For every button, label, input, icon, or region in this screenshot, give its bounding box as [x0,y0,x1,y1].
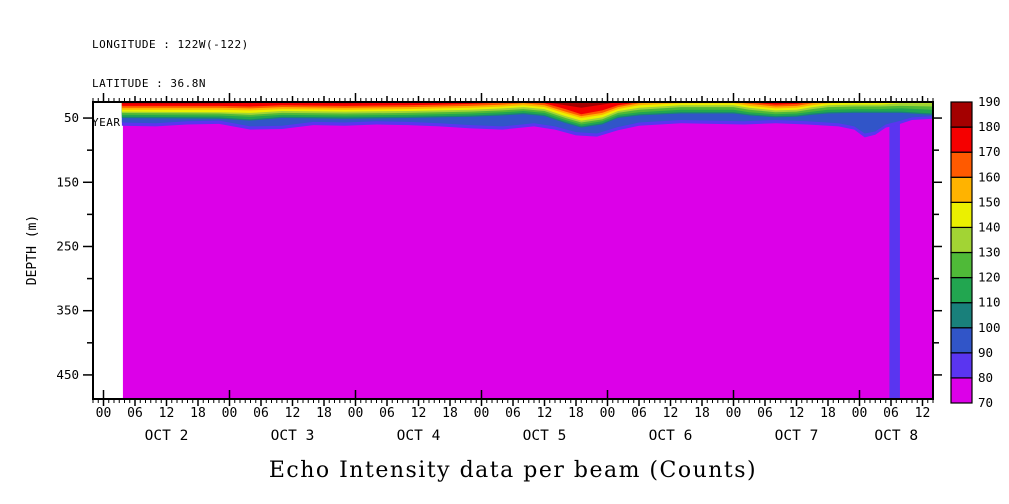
colorbar-tick-label: 70 [978,395,993,410]
colorbar-tick-label: 130 [978,245,1001,260]
colorbar-tick-label: 120 [978,270,1001,285]
date-label: OCT 8 [874,428,918,444]
x-hour-label: 12 [537,406,553,421]
colorbar-segment [950,327,973,354]
header-latitude: LATITUDE : 36.8N [92,77,206,90]
depth-tick-label: 50 [64,110,79,125]
colorbar-tick-label: 90 [978,345,993,360]
date-label: OCT 5 [523,428,567,444]
plot-frame [92,101,934,400]
depth-tick-label: 150 [56,174,79,189]
colorbar-tick-label: 80 [978,370,993,385]
x-hour-label: 18 [316,406,332,421]
data-background [122,102,934,399]
x-hour-label: 00 [348,406,364,421]
x-hour-label: 12 [159,406,175,421]
colorbar: 70 80 90 100 110 120 130 140 150 160 170 180 190 [950,94,1001,410]
x-hour-label: 00 [474,406,490,421]
chart-title: Echo Intensity data per beam (Counts) [269,458,757,483]
x-hour-label: 18 [568,406,584,421]
colorbar-tick-label: 100 [978,320,1001,335]
date-label: OCT 6 [649,428,693,444]
x-hour-label: 00 [222,406,238,421]
date-label: OCT 2 [145,428,189,444]
y-axis-title: DEPTH (m) [25,215,40,285]
x-hour-label: 12 [285,406,301,421]
colorbar-segment [950,201,973,229]
x-hour-label: 06 [505,406,521,421]
header-longitude: LONGITUDE : 122W(-122) [92,38,249,51]
colorbar-tick-label: 140 [978,219,1001,234]
colorbar-segment [950,101,973,128]
colorbar-tick-label: 170 [978,144,1001,159]
x-hour-label: 06 [757,406,773,421]
colorbar-segment [950,352,973,379]
colorbar-tick-label: 190 [978,94,1001,109]
date-label: OCT 7 [775,428,819,444]
date-label: OCT 3 [271,428,315,444]
depth-tick-label: 450 [56,367,79,382]
colorbar-segment [950,302,973,329]
x-hour-label: 18 [694,406,710,421]
x-hour-label: 00 [726,406,742,421]
x-hour-label: 18 [820,406,836,421]
colorbar-segment [950,251,973,279]
colorbar-segment [950,151,973,178]
depth-tick-label: 250 [56,238,79,253]
depth-tick-label: 350 [56,303,79,318]
heatmap-data-area [121,102,934,399]
x-hour-label: 12 [789,406,805,421]
colorbar-tick-label: 180 [978,119,1001,134]
x-hour-label: 06 [127,406,143,421]
x-hour-label: 06 [379,406,395,421]
x-hour-label: 18 [190,406,206,421]
colorbar-segment [950,226,973,254]
colorbar-segment [950,126,973,153]
x-hour-label: 12 [411,406,427,421]
x-hour-label: 00 [852,406,868,421]
surface-layer-170-180 [121,102,933,115]
anomaly-stripe [889,102,900,399]
colorbar-tick-label: 110 [978,295,1001,310]
x-hour-label: 06 [631,406,647,421]
colorbar-segment [950,176,973,203]
plot-border [92,101,934,400]
colorbar-segment [950,276,973,304]
axis-labels: 50 150 250 350 450 00 06 12 18 00 06 12 18 00 06 12 18 00… [56,110,930,444]
x-hour-label: 00 [600,406,616,421]
x-hour-label: 12 [915,406,931,421]
x-hour-label: 06 [253,406,269,421]
x-hour-label: 06 [883,406,899,421]
x-hour-label: 12 [663,406,679,421]
colorbar-tick-label: 150 [978,194,1001,209]
date-label: OCT 4 [397,428,441,444]
colorbar-tick-label: 160 [978,169,1001,184]
colorbar-segment [950,377,973,404]
x-hour-label: 18 [442,406,458,421]
x-hour-label: 00 [96,406,112,421]
